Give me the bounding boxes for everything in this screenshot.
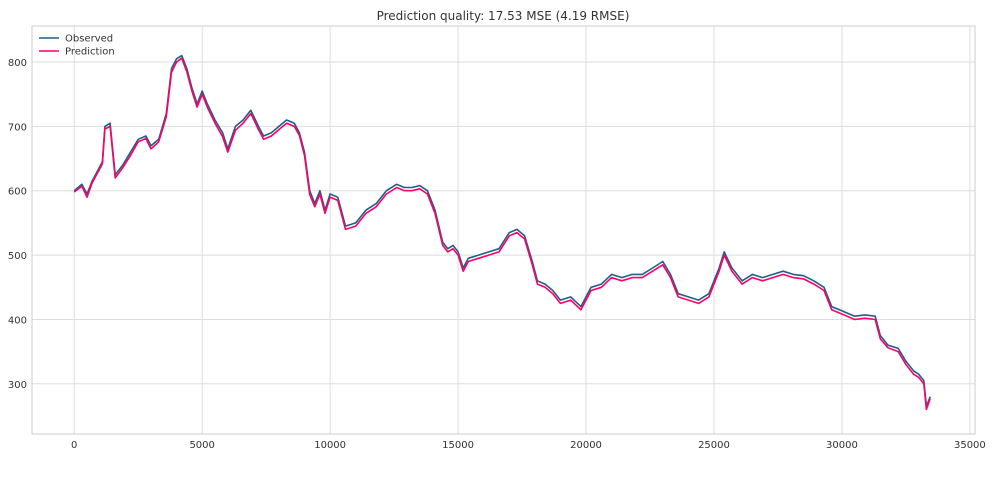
- chart-title: Prediction quality: 17.53 MSE (4.19 RMSE…: [377, 9, 630, 23]
- x-tick-label: 15000: [442, 440, 474, 451]
- y-tick-label: 700: [8, 122, 27, 133]
- legend-label-prediction: Prediction: [65, 47, 115, 58]
- x-tick-label: 10000: [314, 440, 346, 451]
- x-tick-label: 25000: [698, 440, 730, 451]
- x-tick-label: 0: [71, 440, 77, 451]
- y-tick-label: 500: [8, 251, 27, 262]
- y-tick-label: 400: [8, 315, 27, 326]
- y-tick-label: 600: [8, 187, 27, 198]
- x-tick-label: 5000: [189, 440, 214, 451]
- y-tick-label: 800: [8, 58, 27, 69]
- legend: Observed Prediction: [39, 34, 115, 58]
- x-tick-label: 30000: [826, 440, 858, 451]
- y-tick-label: 300: [8, 380, 27, 391]
- legend-label-observed: Observed: [65, 34, 113, 45]
- series-line-prediction: [73, 57, 931, 411]
- x-tick-label: 20000: [570, 440, 602, 451]
- grid-lines: [32, 26, 975, 434]
- series-layer: [73, 54, 931, 411]
- axes-frame: [31, 25, 976, 435]
- series-line-observed: [73, 54, 931, 408]
- x-axis-ticks: 0 5000 10000 15000 20000 25000 30000 35000: [71, 440, 986, 451]
- y-axis-ticks: 300 400 500 600 700 800: [8, 58, 27, 391]
- x-tick-label: 35000: [954, 440, 986, 451]
